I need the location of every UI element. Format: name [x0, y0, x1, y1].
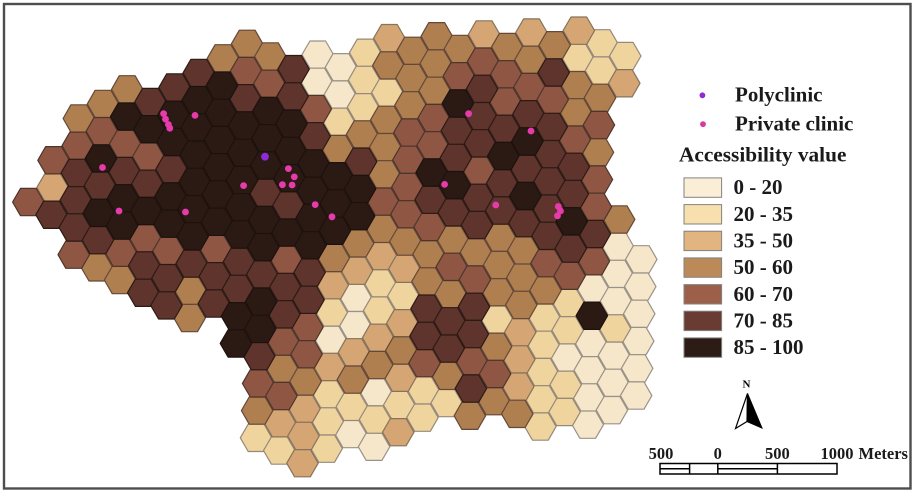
svg-text:85 - 100: 85 - 100: [734, 335, 804, 359]
svg-text:35 - 50: 35 - 50: [734, 228, 794, 252]
svg-text:0 - 20: 0 - 20: [734, 175, 783, 199]
svg-text:Meters: Meters: [859, 444, 909, 463]
svg-text:1000: 1000: [821, 444, 854, 463]
svg-text:Polyclinic: Polyclinic: [735, 83, 823, 107]
svg-text:Accessibility value: Accessibility value: [679, 143, 846, 167]
svg-text:70 - 85: 70 - 85: [734, 308, 794, 332]
svg-text:500: 500: [649, 444, 674, 463]
svg-text:20 - 35: 20 - 35: [734, 202, 794, 226]
svg-text:500: 500: [765, 444, 790, 463]
svg-text:Private clinic: Private clinic: [735, 112, 853, 136]
svg-text:0: 0: [714, 444, 722, 463]
svg-text:50 - 60: 50 - 60: [734, 255, 794, 279]
svg-text:N: N: [743, 378, 751, 390]
svg-text:60 - 70: 60 - 70: [734, 282, 794, 306]
